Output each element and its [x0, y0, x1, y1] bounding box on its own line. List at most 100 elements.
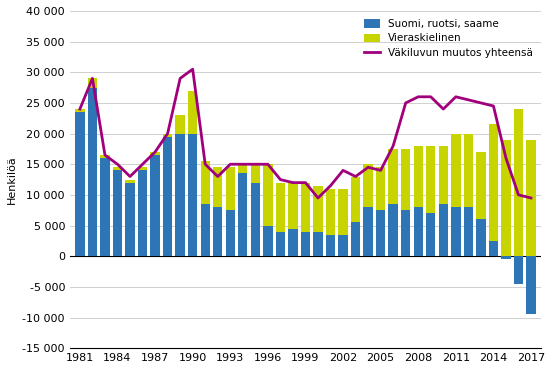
Bar: [163, 137, 173, 256]
Väkiluvun muutos yhteensä: [290, 181, 296, 185]
Väkiluvun muutos yhteensä: [127, 174, 133, 179]
Bar: [126, 179, 135, 183]
Väkiluvun muutos yhteensä: [490, 104, 497, 108]
Bar: [226, 167, 235, 210]
Bar: [251, 183, 260, 256]
Väkiluvun muutos yhteensä: [215, 174, 221, 179]
Väkiluvun muutos yhteensä: [302, 181, 309, 185]
Bar: [150, 155, 160, 256]
Bar: [238, 174, 248, 256]
Bar: [213, 207, 222, 256]
Väkiluvun muutos yhteensä: [427, 95, 434, 99]
Väkiluvun muutos yhteensä: [415, 95, 421, 99]
Bar: [463, 207, 473, 256]
Bar: [501, 256, 510, 259]
Bar: [426, 213, 435, 256]
Väkiluvun muutos yhteensä: [478, 101, 484, 105]
Väkiluvun muutos yhteensä: [277, 177, 284, 182]
Väkiluvun muutos yhteensä: [114, 162, 121, 166]
Väkiluvun muutos yhteensä: [177, 76, 184, 81]
Bar: [188, 91, 197, 134]
Bar: [276, 183, 285, 232]
Bar: [288, 183, 298, 229]
Bar: [439, 204, 448, 256]
Väkiluvun muutos yhteensä: [503, 156, 509, 160]
Bar: [451, 134, 461, 207]
Bar: [75, 109, 85, 112]
Bar: [213, 167, 222, 207]
Bar: [251, 164, 260, 183]
Väkiluvun muutos yhteensä: [152, 150, 158, 154]
Väkiluvun muutos yhteensä: [189, 67, 196, 71]
Bar: [226, 210, 235, 256]
Bar: [489, 124, 498, 241]
Väkiluvun muutos yhteensä: [440, 107, 447, 111]
Bar: [238, 164, 248, 174]
Line: Väkiluvun muutos yhteensä: Väkiluvun muutos yhteensä: [80, 69, 531, 198]
Bar: [88, 88, 97, 256]
Bar: [351, 222, 361, 256]
Bar: [376, 210, 385, 256]
Bar: [401, 210, 410, 256]
Bar: [451, 207, 461, 256]
Bar: [526, 256, 536, 314]
Bar: [514, 109, 523, 256]
Bar: [326, 189, 335, 235]
Bar: [113, 167, 122, 170]
Bar: [338, 235, 348, 256]
Bar: [263, 226, 273, 256]
Bar: [401, 149, 410, 210]
Bar: [314, 186, 323, 232]
Väkiluvun muutos yhteensä: [377, 168, 384, 172]
Bar: [514, 256, 523, 284]
Bar: [489, 241, 498, 256]
Väkiluvun muutos yhteensä: [465, 98, 472, 102]
Väkiluvun muutos yhteensä: [89, 76, 96, 81]
Bar: [476, 152, 486, 219]
Bar: [75, 112, 85, 256]
Bar: [288, 229, 298, 256]
Bar: [301, 183, 310, 232]
Bar: [100, 158, 109, 256]
Bar: [100, 155, 109, 158]
Bar: [126, 183, 135, 256]
Väkiluvun muutos yhteensä: [528, 196, 534, 200]
Bar: [301, 232, 310, 256]
Bar: [439, 146, 448, 204]
Bar: [414, 146, 423, 207]
Väkiluvun muutos yhteensä: [340, 168, 346, 172]
Bar: [476, 219, 486, 256]
Väkiluvun muutos yhteensä: [390, 144, 397, 148]
Bar: [501, 140, 510, 256]
Bar: [138, 170, 147, 256]
Bar: [376, 167, 385, 210]
Bar: [363, 207, 373, 256]
Väkiluvun muutos yhteensä: [76, 107, 83, 111]
Bar: [138, 167, 147, 170]
Väkiluvun muutos yhteensä: [227, 162, 233, 166]
Bar: [263, 164, 273, 226]
Väkiluvun muutos yhteensä: [365, 165, 372, 169]
Bar: [113, 170, 122, 256]
Bar: [150, 152, 160, 155]
Y-axis label: Henkilöä: Henkilöä: [7, 155, 17, 204]
Bar: [201, 161, 210, 204]
Bar: [526, 140, 536, 256]
Bar: [88, 78, 97, 88]
Väkiluvun muutos yhteensä: [139, 162, 146, 166]
Väkiluvun muutos yhteensä: [315, 196, 321, 200]
Bar: [351, 176, 361, 222]
Bar: [463, 134, 473, 207]
Bar: [201, 204, 210, 256]
Legend: Suomi, ruotsi, saame, Vieraskielinen, Väkiluvun muutos yhteensä: Suomi, ruotsi, saame, Vieraskielinen, Vä…: [361, 16, 536, 61]
Bar: [175, 134, 185, 256]
Bar: [363, 164, 373, 207]
Bar: [276, 232, 285, 256]
Bar: [338, 189, 348, 235]
Bar: [163, 134, 173, 137]
Väkiluvun muutos yhteensä: [403, 101, 409, 105]
Bar: [426, 146, 435, 213]
Bar: [388, 149, 398, 204]
Bar: [314, 232, 323, 256]
Väkiluvun muutos yhteensä: [252, 162, 259, 166]
